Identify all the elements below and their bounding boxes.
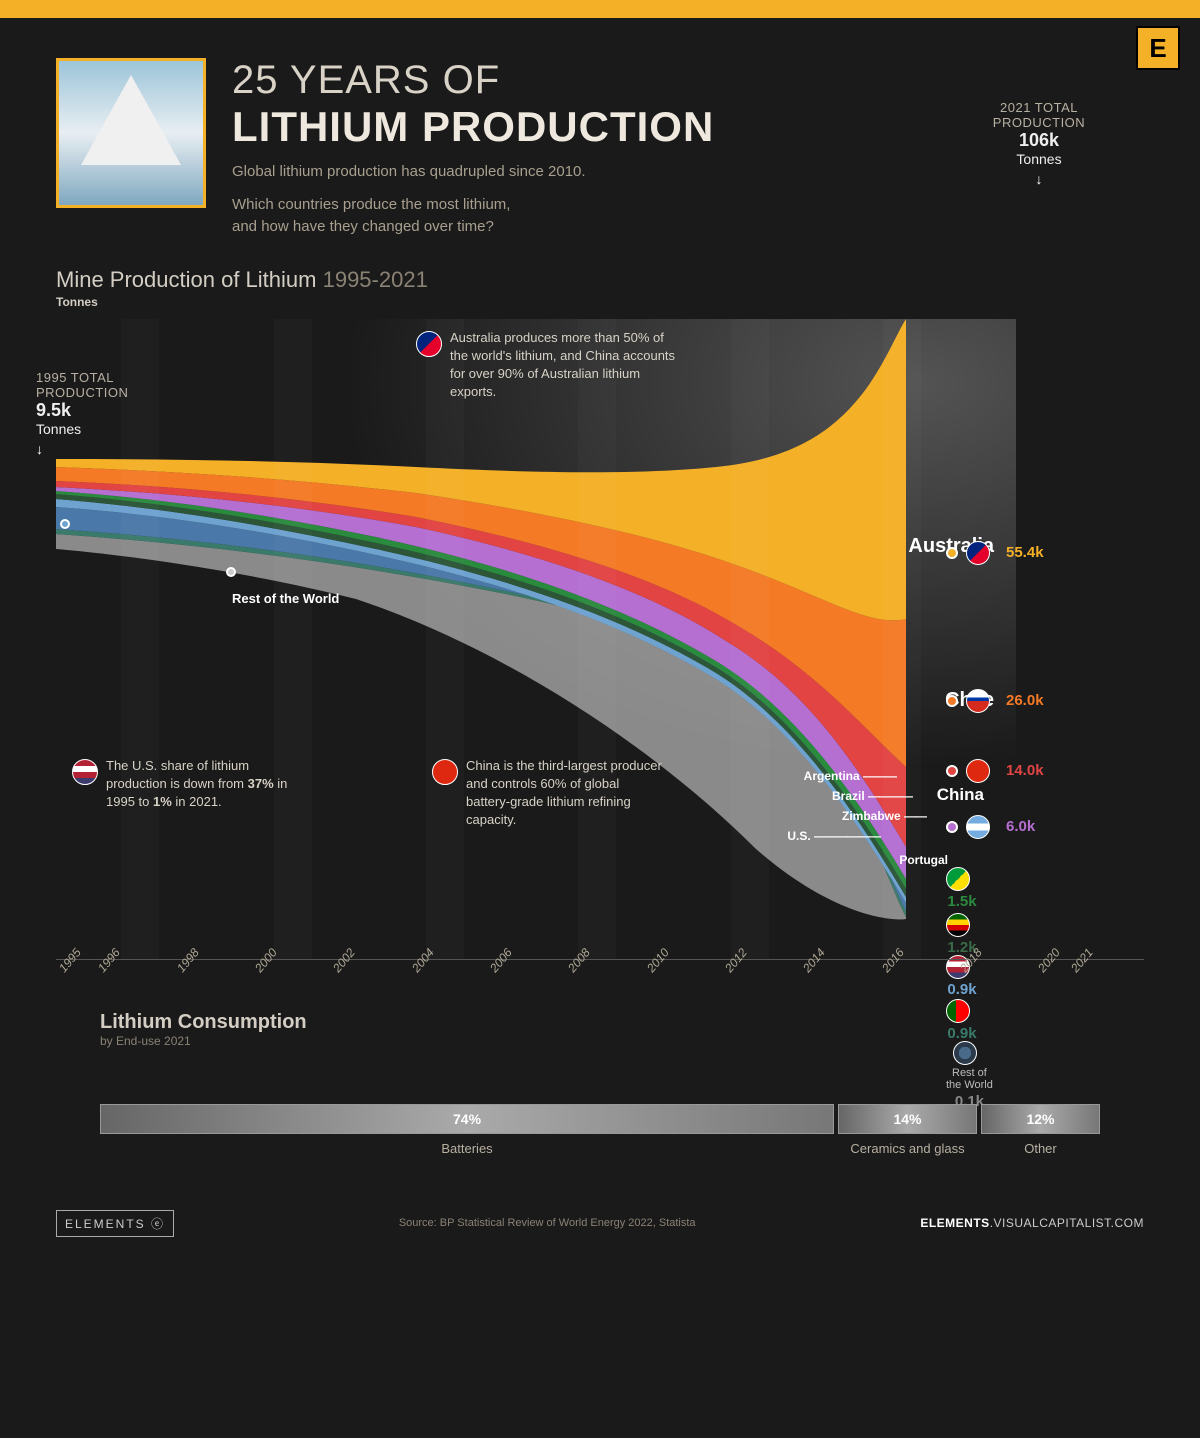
rest-of-world-label: Rest of the World xyxy=(232,591,339,606)
country-marker-icon xyxy=(946,547,958,559)
chart-y-unit: Tonnes xyxy=(0,295,1200,309)
flag-icon xyxy=(946,867,970,891)
top-accent-bar xyxy=(0,0,1200,18)
flag-icon xyxy=(966,541,990,565)
flag-icon xyxy=(966,759,990,783)
title-line2: LITHIUM PRODUCTION xyxy=(232,103,714,151)
country-marker-icon xyxy=(946,695,958,707)
brand-logo: ELEMENTS ⓔ xyxy=(56,1210,174,1237)
annotation-australia: Australia produces more than 50% of the … xyxy=(416,329,676,402)
marker-us-1995 xyxy=(60,519,70,529)
segment-label: Ceramics and glass xyxy=(839,1141,976,1156)
flag-us-icon xyxy=(72,759,98,785)
segment-label: Other xyxy=(982,1141,1099,1156)
segment-label: Batteries xyxy=(101,1141,833,1156)
subtitle2: Which countries produce the most lithium… xyxy=(232,194,714,239)
country-value-row: 0.9k xyxy=(946,999,978,1042)
country-value: 0.9k xyxy=(947,1025,976,1042)
stream-svg xyxy=(56,319,1016,959)
stream-label-china: China xyxy=(937,785,984,805)
country-value-row: 14.0k xyxy=(946,759,1044,783)
title-line1: 25 YEARS OF xyxy=(232,58,714,103)
country-value: 26.0k xyxy=(1006,692,1044,709)
segment-pct: 12% xyxy=(1026,1111,1054,1127)
consumption-segment: 12%Other xyxy=(981,1104,1100,1134)
mini-label-zimbabwe: Zimbabwe —— xyxy=(842,809,926,823)
country-value-row: 26.0k xyxy=(946,689,1044,713)
flag-icon xyxy=(966,815,990,839)
segment-pct: 74% xyxy=(453,1111,481,1127)
flag-icon xyxy=(953,1041,977,1065)
country-value-row: 6.0k xyxy=(946,815,1035,839)
callout-2021-total: 2021 TOTAL PRODUCTION 106k Tonnes xyxy=(984,100,1094,187)
country-marker-icon xyxy=(946,765,958,777)
country-value: 14.0k xyxy=(1006,762,1044,779)
x-axis: 1995199619982000200220042006200820102012… xyxy=(56,959,1144,999)
mini-label-portugal: Portugal xyxy=(899,853,948,867)
footer: ELEMENTS ⓔ Source: BP Statistical Review… xyxy=(0,1194,1200,1257)
segment-pct: 14% xyxy=(893,1111,921,1127)
consumption-bar: 74%Batteries14%Ceramics and glass12%Othe… xyxy=(100,1104,1100,1134)
country-marker-icon xyxy=(946,821,958,833)
country-value-row: 55.4k xyxy=(946,541,1044,565)
consumption-segment: 14%Ceramics and glass xyxy=(838,1104,977,1134)
flag-australia-icon xyxy=(416,331,442,357)
brand-url: ELEMENTS.VISUALCAPITALIST.COM xyxy=(920,1216,1144,1230)
stream-chart: Australia Chile China Argentina ——— Braz… xyxy=(56,319,1144,959)
country-value: 55.4k xyxy=(1006,544,1044,561)
hero-thumbnail xyxy=(56,58,206,208)
chart-title: Mine Production of Lithium 1995-2021 xyxy=(0,267,1200,293)
subtitle1: Global lithium production has quadrupled… xyxy=(232,161,714,184)
country-value-row: Rest of the World0.1k xyxy=(946,1041,993,1110)
source-text: Source: BP Statistical Review of World E… xyxy=(399,1217,696,1229)
annotation-us: The U.S. share of lithium production is … xyxy=(72,757,302,812)
marker-rest xyxy=(226,567,236,577)
country-value: 1.5k xyxy=(947,893,976,910)
flag-icon xyxy=(966,689,990,713)
consumption-segment: 74%Batteries xyxy=(100,1104,834,1134)
mini-label-brazil: Brazil ———— xyxy=(832,789,912,803)
flag-icon xyxy=(946,913,970,937)
flag-icon xyxy=(946,999,970,1023)
mini-label-us: U.S. —————— xyxy=(787,829,880,843)
annotation-china: China is the third-largest producer and … xyxy=(432,757,662,830)
country-value: 6.0k xyxy=(1006,818,1035,835)
mini-label-argentina: Argentina ——— xyxy=(804,769,896,783)
flag-china-icon xyxy=(432,759,458,785)
brand-corner-badge: E xyxy=(1136,26,1180,70)
country-value-row: 1.5k xyxy=(946,867,978,910)
